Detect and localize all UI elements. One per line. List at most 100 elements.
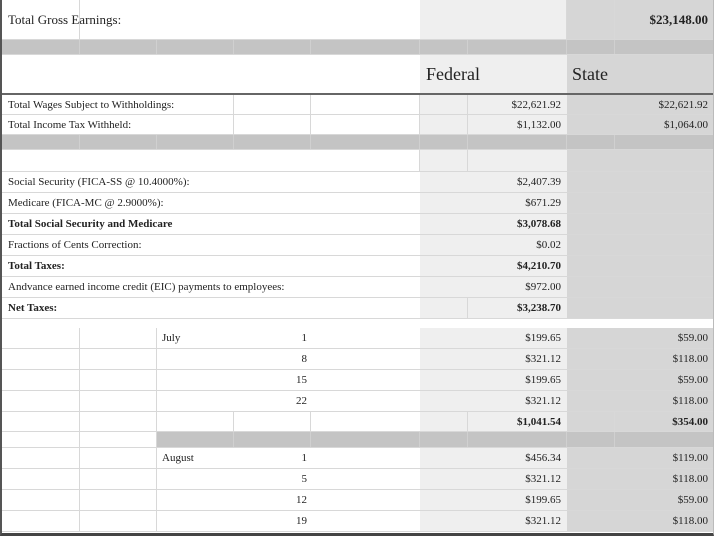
cell[interactable] [615, 511, 713, 531]
cell[interactable] [157, 95, 234, 114]
cell[interactable] [468, 370, 567, 390]
cell[interactable] [234, 298, 311, 318]
cell[interactable] [80, 256, 157, 276]
cell[interactable] [468, 298, 567, 318]
cell[interactable] [567, 135, 615, 149]
cell[interactable] [567, 298, 615, 318]
cell[interactable] [2, 432, 80, 447]
cell[interactable] [420, 511, 468, 531]
cell[interactable] [420, 172, 468, 192]
cell[interactable] [567, 391, 615, 411]
cell[interactable] [468, 235, 567, 255]
cell[interactable] [615, 391, 713, 411]
cell[interactable] [468, 412, 567, 431]
cell[interactable] [615, 193, 713, 213]
cell[interactable] [80, 150, 157, 171]
cell[interactable] [468, 490, 567, 510]
cell[interactable] [615, 150, 713, 171]
cell[interactable] [311, 193, 420, 213]
cell[interactable] [420, 150, 468, 171]
cell[interactable] [420, 298, 468, 318]
cell[interactable] [2, 511, 80, 531]
cell[interactable] [311, 0, 420, 39]
cell[interactable] [311, 55, 420, 93]
cell[interactable] [615, 490, 713, 510]
cell[interactable] [567, 235, 615, 255]
cell[interactable] [80, 370, 157, 390]
cell[interactable] [567, 193, 615, 213]
cell[interactable] [234, 115, 311, 134]
cell[interactable] [615, 235, 713, 255]
cell[interactable] [420, 95, 468, 114]
cell[interactable] [420, 135, 468, 149]
cell[interactable] [234, 0, 311, 39]
cell[interactable] [468, 328, 567, 348]
cell[interactable] [567, 40, 615, 54]
cell[interactable] [157, 511, 234, 531]
cell[interactable] [468, 135, 567, 149]
cell[interactable] [615, 277, 713, 297]
cell[interactable] [2, 490, 80, 510]
cell[interactable] [615, 214, 713, 234]
cell[interactable] [420, 55, 468, 93]
cell[interactable] [311, 95, 420, 114]
cell[interactable] [80, 448, 157, 468]
cell[interactable] [311, 298, 420, 318]
cell[interactable] [2, 469, 80, 489]
cell[interactable] [157, 349, 234, 369]
cell[interactable] [157, 0, 234, 39]
cell[interactable] [311, 448, 420, 468]
cell[interactable] [468, 469, 567, 489]
cell[interactable] [420, 277, 468, 297]
cell[interactable] [2, 370, 80, 390]
cell[interactable] [234, 412, 311, 431]
cell[interactable] [311, 349, 420, 369]
cell[interactable] [157, 490, 234, 510]
cell[interactable] [468, 432, 567, 447]
cell[interactable] [311, 328, 420, 348]
cell[interactable] [420, 370, 468, 390]
cell[interactable] [157, 391, 234, 411]
cell[interactable] [567, 370, 615, 390]
cell[interactable] [468, 448, 567, 468]
cell[interactable] [468, 391, 567, 411]
cell[interactable] [157, 150, 234, 171]
cell[interactable] [80, 490, 157, 510]
cell[interactable] [615, 256, 713, 276]
cell[interactable] [468, 349, 567, 369]
cell[interactable] [567, 328, 615, 348]
cell[interactable] [2, 40, 80, 54]
cell[interactable] [420, 256, 468, 276]
cell[interactable] [420, 115, 468, 134]
cell[interactable] [567, 511, 615, 531]
cell[interactable] [157, 40, 234, 54]
cell[interactable] [420, 214, 468, 234]
cell[interactable] [420, 490, 468, 510]
cell[interactable] [468, 55, 567, 93]
cell[interactable] [234, 235, 311, 255]
cell[interactable] [80, 298, 157, 318]
cell[interactable] [234, 432, 311, 447]
cell[interactable] [234, 55, 311, 93]
cell[interactable] [615, 448, 713, 468]
cell[interactable] [615, 55, 713, 93]
cell[interactable] [615, 115, 713, 134]
cell[interactable] [420, 349, 468, 369]
cell[interactable] [567, 448, 615, 468]
cell[interactable] [2, 349, 80, 369]
cell[interactable] [468, 172, 567, 192]
cell[interactable] [468, 214, 567, 234]
cell[interactable] [567, 490, 615, 510]
cell[interactable] [311, 511, 420, 531]
cell[interactable] [234, 214, 311, 234]
cell[interactable] [567, 349, 615, 369]
cell[interactable] [615, 349, 713, 369]
cell[interactable] [80, 349, 157, 369]
cell[interactable] [420, 412, 468, 431]
cell[interactable] [80, 469, 157, 489]
cell[interactable] [420, 469, 468, 489]
cell[interactable] [468, 95, 567, 114]
cell[interactable] [615, 469, 713, 489]
cell[interactable] [311, 235, 420, 255]
cell[interactable] [615, 95, 713, 114]
